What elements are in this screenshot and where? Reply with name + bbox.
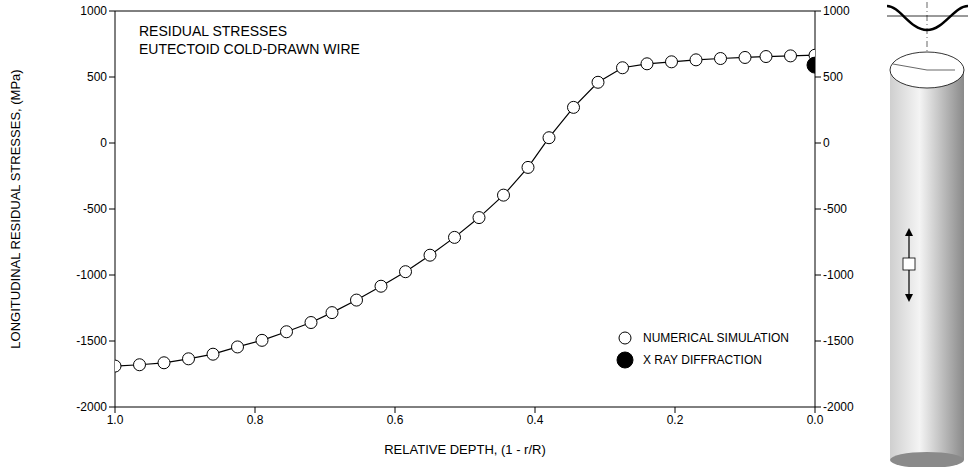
svg-text:RELATIVE DEPTH, (1 - r/R): RELATIVE DEPTH, (1 - r/R) bbox=[384, 442, 546, 457]
svg-text:0.6: 0.6 bbox=[387, 413, 404, 427]
svg-text:0: 0 bbox=[100, 136, 107, 150]
svg-text:-500: -500 bbox=[823, 202, 847, 216]
html-text:RESIDUAL STRESSES: RESIDUAL STRESSES bbox=[139, 23, 288, 39]
svg-text:-1000: -1000 bbox=[76, 268, 107, 282]
svg-text:-1500: -1500 bbox=[76, 334, 107, 348]
svg-text:0.4: 0.4 bbox=[527, 413, 544, 427]
svg-text:1000: 1000 bbox=[823, 4, 850, 18]
svg-text:-1500: -1500 bbox=[823, 334, 854, 348]
svg-text:1000: 1000 bbox=[80, 4, 107, 18]
svg-text:1.0: 1.0 bbox=[107, 413, 124, 427]
svg-text:-1000: -1000 bbox=[823, 268, 854, 282]
svg-text:500: 500 bbox=[87, 70, 107, 84]
svg-text:-2000: -2000 bbox=[76, 400, 107, 414]
svg-text:-500: -500 bbox=[83, 202, 107, 216]
svg-text:0.0: 0.0 bbox=[807, 413, 824, 427]
svg-text:0: 0 bbox=[823, 136, 830, 150]
svg-text:-2000: -2000 bbox=[823, 400, 854, 414]
svg-text:0.8: 0.8 bbox=[247, 413, 264, 427]
html-text:NUMERICAL SIMULATION: NUMERICAL SIMULATION bbox=[643, 331, 789, 345]
svg-text:LONGITUDINAL RESIDUAL STRESSES: LONGITUDINAL RESIDUAL STRESSES, (MPa) bbox=[8, 69, 23, 348]
html-text:X RAY DIFFRACTION: X RAY DIFFRACTION bbox=[643, 353, 762, 367]
svg-text:0.2: 0.2 bbox=[667, 413, 684, 427]
svg-text:500: 500 bbox=[823, 70, 843, 84]
html-text:EUTECTOID COLD-DRAWN WIRE: EUTECTOID COLD-DRAWN WIRE bbox=[139, 41, 360, 57]
